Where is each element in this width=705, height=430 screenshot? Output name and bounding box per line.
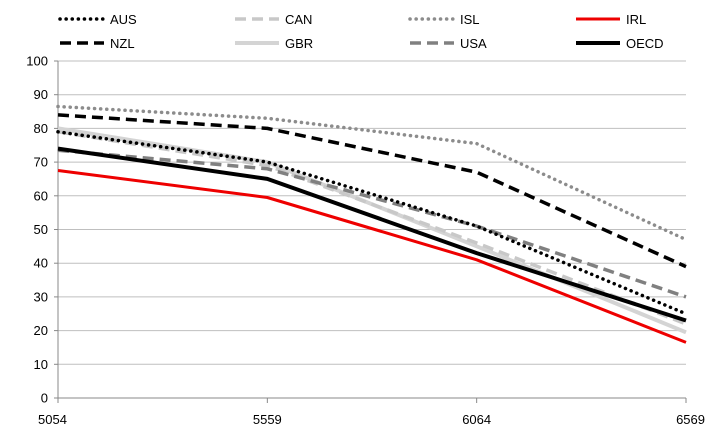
legend-label-irl: IRL: [626, 12, 646, 27]
series-line-oecd: [57, 146, 687, 323]
series-line-irl: [57, 169, 687, 344]
y-tick-label: 100: [26, 54, 48, 69]
y-tick-label: 80: [34, 121, 48, 136]
y-tick-label: 30: [34, 289, 48, 304]
series-line-usa: [57, 148, 687, 299]
y-tick-label: 50: [34, 222, 48, 237]
series-lines: [56, 104, 688, 344]
y-tick-label: 70: [34, 155, 48, 170]
legend-label-nzl: NZL: [110, 36, 135, 51]
x-tick-label: 6064: [462, 412, 491, 427]
y-tick-label: 40: [34, 256, 48, 271]
legend-label-gbr: GBR: [285, 36, 313, 51]
series-line-nzl: [57, 113, 687, 269]
y-tick-label: 60: [34, 188, 48, 203]
y-tick-label: 20: [34, 323, 48, 338]
legend-label-aus: AUS: [110, 12, 137, 27]
legend-label-isl: ISL: [460, 12, 480, 27]
series-line-aus: [56, 130, 688, 316]
x-tick-label: 5559: [253, 412, 282, 427]
y-tick-label: 90: [34, 87, 48, 102]
legend-label-oecd: OECD: [626, 36, 664, 51]
series-line-isl: [56, 104, 688, 242]
x-tick-label: 6569: [676, 412, 705, 427]
series-line-can: [57, 130, 687, 326]
legend: AUS CAN ISL IRL NZL GBR USA OECD: [58, 12, 664, 51]
legend-label-usa: USA: [460, 36, 487, 51]
y-tick-label: 10: [34, 357, 48, 372]
legend-label-can: CAN: [285, 12, 312, 27]
y-tick-label: 0: [41, 391, 48, 406]
gridlines: [58, 60, 686, 365]
axes: 0 10 20 30 40 50 60 70 80 90 100 5054 5559 6064 6569: [26, 54, 705, 428]
x-tick-label: 5054: [38, 412, 67, 427]
